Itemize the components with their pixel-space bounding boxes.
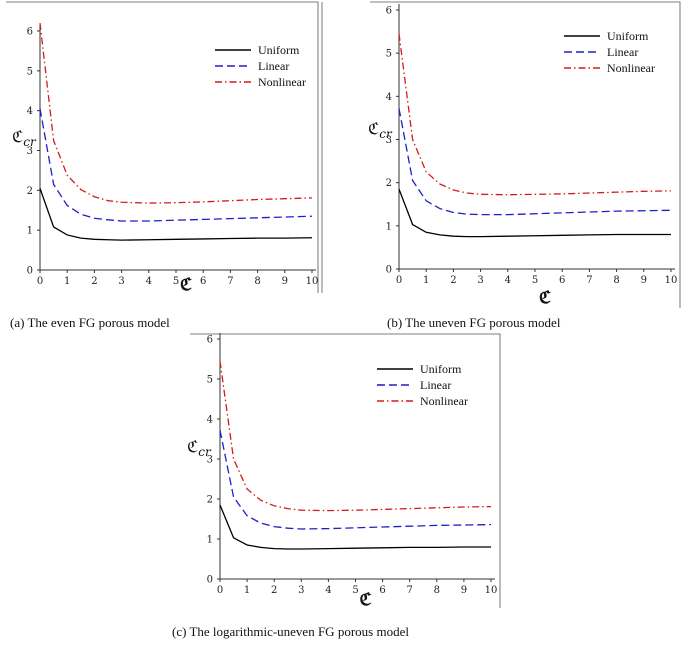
x-tick-label: 6 xyxy=(379,585,385,596)
x-tick-label: 5 xyxy=(532,275,538,286)
series-line-nonlinear xyxy=(398,33,672,196)
panel-frame xyxy=(6,1,319,293)
series-line-linear xyxy=(39,108,313,222)
x-tick-label: 0 xyxy=(37,276,43,287)
x-axis-label: ℭ xyxy=(539,288,551,308)
x-tick-label: 5 xyxy=(352,585,358,596)
y-axis-label: ℭcr xyxy=(187,437,212,459)
panel-frame xyxy=(190,333,501,608)
y-tick-label: 6 xyxy=(207,335,213,346)
x-tick-label: 9 xyxy=(461,585,467,596)
x-tick-label: 0 xyxy=(396,275,402,286)
legend-label-uniform: Uniform xyxy=(258,43,300,57)
panel-frame xyxy=(370,1,681,308)
legend-label-nonlinear: Nonlinear xyxy=(258,75,306,89)
x-tick-label: 0 xyxy=(217,585,223,596)
x-tick-label: 4 xyxy=(325,585,331,596)
y-axis-label: ℭcr xyxy=(12,127,37,149)
y-tick-label: 3 xyxy=(207,455,213,466)
x-tick-label: 6 xyxy=(559,275,565,286)
y-tick-label: 6 xyxy=(27,27,33,38)
series-line-linear xyxy=(219,430,492,530)
x-tick-label: 9 xyxy=(641,275,647,286)
x-tick-label: 3 xyxy=(477,275,483,286)
series-line-uniform xyxy=(219,504,491,550)
x-tick-label: 1 xyxy=(423,275,429,286)
x-tick-label: 2 xyxy=(271,585,277,596)
x-tick-label: 1 xyxy=(244,585,250,596)
legend-label-nonlinear: Nonlinear xyxy=(607,61,655,75)
legend: Uniform Linear Nonlinear xyxy=(215,43,306,89)
panel-caption: (b) The uneven FG porous model xyxy=(387,315,561,330)
x-tick-label: 9 xyxy=(282,276,288,287)
x-tick-label: 2 xyxy=(450,275,456,286)
x-tick-label: 10 xyxy=(665,275,678,286)
x-tick-label: 4 xyxy=(146,276,152,287)
y-tick-label: 1 xyxy=(207,535,213,546)
y-tick-label: 5 xyxy=(27,66,33,77)
series-line-nonlinear xyxy=(219,360,492,512)
y-tick-label: 3 xyxy=(386,135,392,146)
legend-label-linear: Linear xyxy=(607,45,638,59)
series-line-uniform xyxy=(398,188,671,238)
y-tick-label: 2 xyxy=(27,186,33,197)
legend-label-linear: Linear xyxy=(420,378,451,392)
y-axis-label: ℭcr xyxy=(368,119,393,141)
x-tick-label: 3 xyxy=(118,276,124,287)
x-tick-label: 10 xyxy=(485,585,498,596)
x-axis-label: ℭ xyxy=(180,275,192,295)
series-line-nonlinear xyxy=(39,22,313,204)
chart-panel-b: 0 1 2 3 4 5 6 7 8 9 100123456ℭℭcrUniformLinearNonl… xyxy=(368,1,681,330)
y-tick-label: 4 xyxy=(27,106,33,117)
y-tick-label: 2 xyxy=(207,495,213,506)
x-tick-label: 8 xyxy=(254,276,260,287)
y-tick-label: 5 xyxy=(207,375,213,386)
y-tick-label: 0 xyxy=(207,575,213,586)
legend: Uniform Linear Nonlinear xyxy=(564,29,655,75)
y-tick-label: 6 xyxy=(386,6,392,17)
x-tick-label: 7 xyxy=(586,275,592,286)
x-tick-label: 3 xyxy=(298,585,304,596)
y-tick-label: 1 xyxy=(27,226,33,237)
x-tick-label: 8 xyxy=(434,585,440,596)
x-tick-label: 7 xyxy=(407,585,413,596)
y-axis-label-subscript: cr xyxy=(379,127,393,141)
series-line-uniform xyxy=(39,188,313,241)
y-tick-label: 0 xyxy=(27,266,33,277)
x-tick-label: 4 xyxy=(505,275,511,286)
x-tick-label: 1 xyxy=(64,276,70,287)
x-tick-label: 7 xyxy=(227,276,233,287)
x-axis-label: ℭ xyxy=(360,590,372,610)
legend-label-uniform: Uniform xyxy=(607,29,649,43)
y-tick-label: 4 xyxy=(207,415,213,426)
panel-caption: (a) The even FG porous model xyxy=(10,315,170,330)
series-line-linear xyxy=(398,108,672,216)
x-tick-label: 10 xyxy=(306,276,319,287)
y-tick-label: 3 xyxy=(27,146,33,157)
x-tick-label: 8 xyxy=(613,275,619,286)
y-tick-label: 1 xyxy=(386,221,392,232)
y-tick-label: 0 xyxy=(386,265,392,276)
x-tick-label: 5 xyxy=(173,276,179,287)
chart-panel-c: 0 1 2 3 4 5 6 7 8 9 100123456ℭℭcrUniformLinearNonl… xyxy=(172,333,501,639)
chart-panel-a: 0 1 2 3 4 5 6 7 8 9 100123456ℭℭcrUniformLinearNonl… xyxy=(6,1,323,330)
legend-label-uniform: Uniform xyxy=(420,362,462,376)
legend-label-nonlinear: Nonlinear xyxy=(420,394,468,408)
y-tick-label: 2 xyxy=(386,178,392,189)
legend-label-linear: Linear xyxy=(258,59,289,73)
x-tick-label: 2 xyxy=(91,276,97,287)
y-tick-label: 5 xyxy=(386,49,392,60)
y-axis-label-subscript: cr xyxy=(198,445,212,459)
y-tick-label: 4 xyxy=(386,92,392,103)
panel-caption: (c) The logarithmic-uneven FG porous mod… xyxy=(172,624,409,639)
x-tick-label: 6 xyxy=(200,276,206,287)
legend: Uniform Linear Nonlinear xyxy=(377,362,468,408)
y-axis-label-subscript: cr xyxy=(23,135,37,149)
